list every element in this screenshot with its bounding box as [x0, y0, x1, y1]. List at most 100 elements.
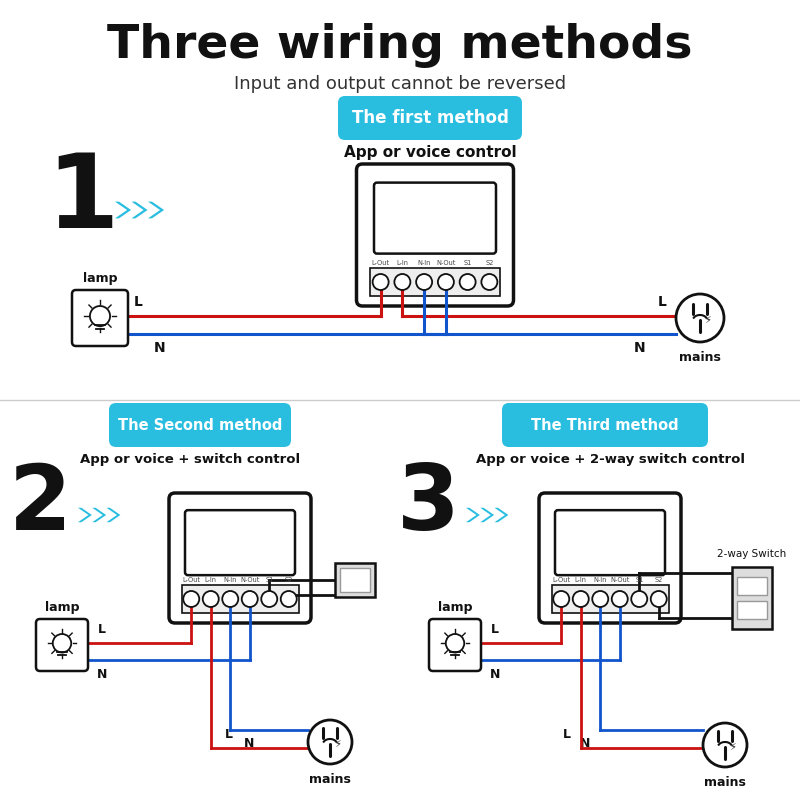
- FancyBboxPatch shape: [539, 493, 681, 623]
- Text: S1: S1: [463, 260, 472, 266]
- Text: N: N: [97, 668, 107, 681]
- Text: S1: S1: [635, 577, 643, 583]
- Text: ⚡: ⚡: [705, 315, 711, 325]
- Text: 1: 1: [46, 150, 118, 250]
- Text: The first method: The first method: [351, 109, 509, 127]
- FancyBboxPatch shape: [36, 619, 88, 671]
- Text: L: L: [134, 295, 142, 309]
- Circle shape: [650, 591, 666, 607]
- Circle shape: [53, 634, 71, 653]
- Text: L: L: [225, 728, 233, 741]
- Text: L: L: [562, 728, 570, 741]
- FancyBboxPatch shape: [357, 164, 514, 306]
- Circle shape: [416, 274, 432, 290]
- Text: 2: 2: [9, 461, 71, 549]
- Circle shape: [202, 591, 218, 607]
- Polygon shape: [480, 508, 494, 522]
- Text: App or voice + switch control: App or voice + switch control: [80, 454, 300, 466]
- FancyBboxPatch shape: [72, 290, 128, 346]
- Bar: [370, 268, 500, 296]
- FancyBboxPatch shape: [555, 510, 665, 575]
- Text: L-Out: L-Out: [372, 260, 390, 266]
- FancyBboxPatch shape: [502, 403, 708, 447]
- Text: L-In: L-In: [574, 577, 586, 583]
- Circle shape: [90, 306, 110, 326]
- Polygon shape: [466, 508, 480, 522]
- Text: mains: mains: [679, 351, 721, 364]
- Circle shape: [592, 591, 608, 607]
- FancyBboxPatch shape: [429, 619, 481, 671]
- Text: lamp: lamp: [45, 601, 79, 614]
- Text: The Third method: The Third method: [531, 418, 679, 433]
- Bar: [732, 567, 772, 629]
- Circle shape: [308, 720, 352, 764]
- Circle shape: [482, 274, 498, 290]
- Circle shape: [446, 634, 464, 653]
- Circle shape: [438, 274, 454, 290]
- Polygon shape: [106, 508, 120, 522]
- FancyBboxPatch shape: [185, 510, 295, 575]
- FancyBboxPatch shape: [338, 96, 522, 140]
- Polygon shape: [494, 508, 508, 522]
- Text: N-Out: N-Out: [436, 260, 455, 266]
- Text: N: N: [154, 341, 166, 355]
- Text: N: N: [634, 341, 646, 355]
- Circle shape: [612, 591, 628, 607]
- Text: The Second method: The Second method: [118, 418, 282, 433]
- Text: S2: S2: [285, 577, 293, 583]
- Polygon shape: [131, 202, 147, 218]
- Text: Three wiring methods: Three wiring methods: [107, 23, 693, 69]
- Polygon shape: [148, 202, 164, 218]
- Text: S2: S2: [485, 260, 494, 266]
- Text: mains: mains: [309, 773, 351, 786]
- Text: Input and output cannot be reversed: Input and output cannot be reversed: [234, 75, 566, 93]
- Text: N-In: N-In: [223, 577, 237, 583]
- Circle shape: [676, 294, 724, 342]
- Text: lamp: lamp: [438, 601, 472, 614]
- Text: 3: 3: [397, 461, 459, 549]
- Circle shape: [222, 591, 238, 607]
- Text: N-Out: N-Out: [240, 577, 259, 583]
- Bar: [737, 601, 767, 619]
- Text: L-Out: L-Out: [552, 577, 570, 583]
- Text: N-In: N-In: [594, 577, 607, 583]
- Text: S2: S2: [654, 577, 663, 583]
- Text: N: N: [490, 668, 500, 681]
- Bar: [551, 585, 669, 613]
- Circle shape: [183, 591, 199, 607]
- Text: ⚡: ⚡: [334, 739, 342, 749]
- Text: L: L: [658, 295, 666, 309]
- Text: L-Out: L-Out: [182, 577, 200, 583]
- Text: mains: mains: [704, 776, 746, 789]
- Text: N: N: [244, 737, 254, 750]
- Text: L: L: [98, 623, 106, 636]
- Polygon shape: [78, 508, 92, 522]
- Text: App or voice + 2-way switch control: App or voice + 2-way switch control: [475, 454, 745, 466]
- Circle shape: [703, 723, 747, 767]
- Text: N-In: N-In: [418, 260, 431, 266]
- Text: 2-way Switch: 2-way Switch: [718, 549, 786, 559]
- Circle shape: [631, 591, 647, 607]
- Text: N: N: [580, 737, 590, 750]
- Polygon shape: [92, 508, 106, 522]
- FancyBboxPatch shape: [374, 182, 496, 254]
- FancyBboxPatch shape: [109, 403, 291, 447]
- Text: L: L: [491, 623, 499, 636]
- FancyBboxPatch shape: [169, 493, 311, 623]
- Circle shape: [573, 591, 589, 607]
- Circle shape: [460, 274, 476, 290]
- Circle shape: [554, 591, 570, 607]
- Text: N-Out: N-Out: [610, 577, 630, 583]
- Circle shape: [373, 274, 389, 290]
- Bar: [182, 585, 298, 613]
- Bar: [737, 577, 767, 595]
- Text: L-In: L-In: [205, 577, 217, 583]
- Circle shape: [242, 591, 258, 607]
- Text: ⚡: ⚡: [730, 742, 737, 752]
- Text: App or voice control: App or voice control: [344, 145, 516, 159]
- Text: S1: S1: [265, 577, 274, 583]
- Circle shape: [262, 591, 278, 607]
- Bar: [335, 563, 375, 597]
- Polygon shape: [115, 202, 131, 218]
- Bar: [340, 568, 370, 592]
